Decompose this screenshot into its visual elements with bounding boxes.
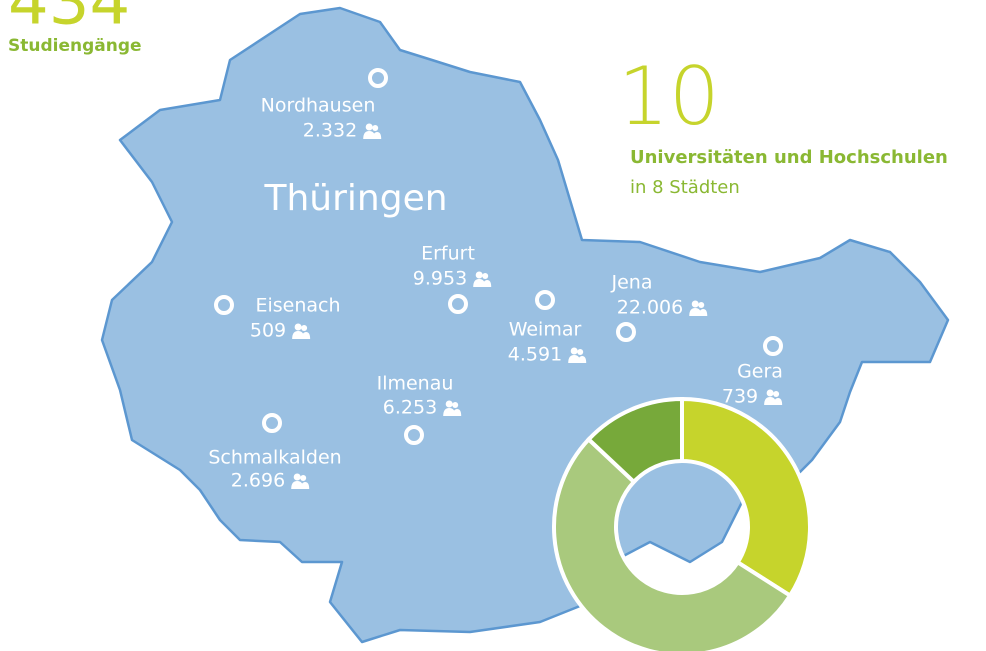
header-number: 434 (8, 0, 130, 40)
city-name: Weimar (509, 319, 582, 341)
donut-segment (585, 396, 684, 485)
city-count: 2.332 (303, 120, 357, 142)
icon-body (443, 408, 456, 416)
person-icon (764, 389, 783, 405)
person-icon (568, 347, 587, 363)
icon-body (363, 131, 376, 139)
icon-head (365, 123, 373, 131)
person-icon (689, 300, 708, 316)
icon-head (773, 391, 780, 397)
icon-body (452, 409, 462, 416)
city-name: Schmalkalden (208, 447, 341, 469)
icon-head (766, 389, 774, 397)
city-marker (616, 322, 636, 342)
person-icon (291, 473, 310, 489)
city-name: Nordhausen (261, 95, 376, 117)
icon-head (372, 125, 379, 131)
stats-number: 10 (618, 50, 720, 143)
icon-body (482, 280, 492, 287)
icon-head (293, 473, 301, 481)
city-count: 509 (250, 320, 286, 342)
stats-label: Universitäten und Hochschulen (630, 147, 948, 168)
icon-head (475, 271, 483, 279)
icon-head (300, 475, 307, 481)
map-shape (100, 6, 950, 644)
donut-chart (552, 396, 812, 651)
icon-body (291, 481, 304, 489)
icon-head (482, 273, 489, 279)
person-icon (363, 123, 382, 139)
city-name: Erfurt (421, 243, 475, 265)
person-icon (292, 323, 311, 339)
city-name: Jena (611, 272, 653, 294)
icon-body (577, 356, 587, 363)
donut-segment (680, 396, 812, 599)
stats-sublabel: in 8 Städten (630, 177, 740, 198)
city-count: 2.696 (231, 470, 285, 492)
person-icon (473, 271, 492, 287)
city-marker (448, 294, 468, 314)
icon-body (568, 355, 581, 363)
icon-body (698, 309, 708, 316)
city-count: 9.953 (413, 268, 467, 290)
map-title: Thüringen (263, 178, 447, 219)
city-count: 6.253 (383, 397, 437, 419)
icon-body (300, 482, 310, 489)
icon-body (292, 331, 305, 339)
city-marker (262, 413, 282, 433)
icon-body (773, 398, 783, 405)
city-name: Ilmenau (377, 373, 454, 395)
city-name: Gera (737, 361, 783, 383)
icon-body (301, 332, 311, 339)
city-marker (763, 336, 783, 356)
icon-body (473, 279, 486, 287)
city-marker (535, 290, 555, 310)
donut-segment (552, 436, 793, 651)
icon-body (764, 397, 777, 405)
city-marker (368, 68, 388, 88)
icon-head (570, 347, 578, 355)
icon-head (301, 325, 308, 331)
header-label: Studiengänge (8, 36, 142, 56)
icon-head (452, 402, 459, 408)
icon-body (372, 132, 382, 139)
city-name: Eisenach (255, 295, 340, 317)
city-count: 739 (722, 386, 758, 408)
icon-head (698, 302, 705, 308)
icon-head (294, 323, 302, 331)
city-count: 22.006 (617, 297, 683, 319)
icon-body (689, 308, 702, 316)
icon-head (445, 400, 453, 408)
icon-head (691, 300, 699, 308)
city-marker (404, 425, 424, 445)
city-marker (214, 295, 234, 315)
city-count: 4.591 (508, 344, 562, 366)
icon-head (577, 349, 584, 355)
person-icon (443, 400, 462, 416)
